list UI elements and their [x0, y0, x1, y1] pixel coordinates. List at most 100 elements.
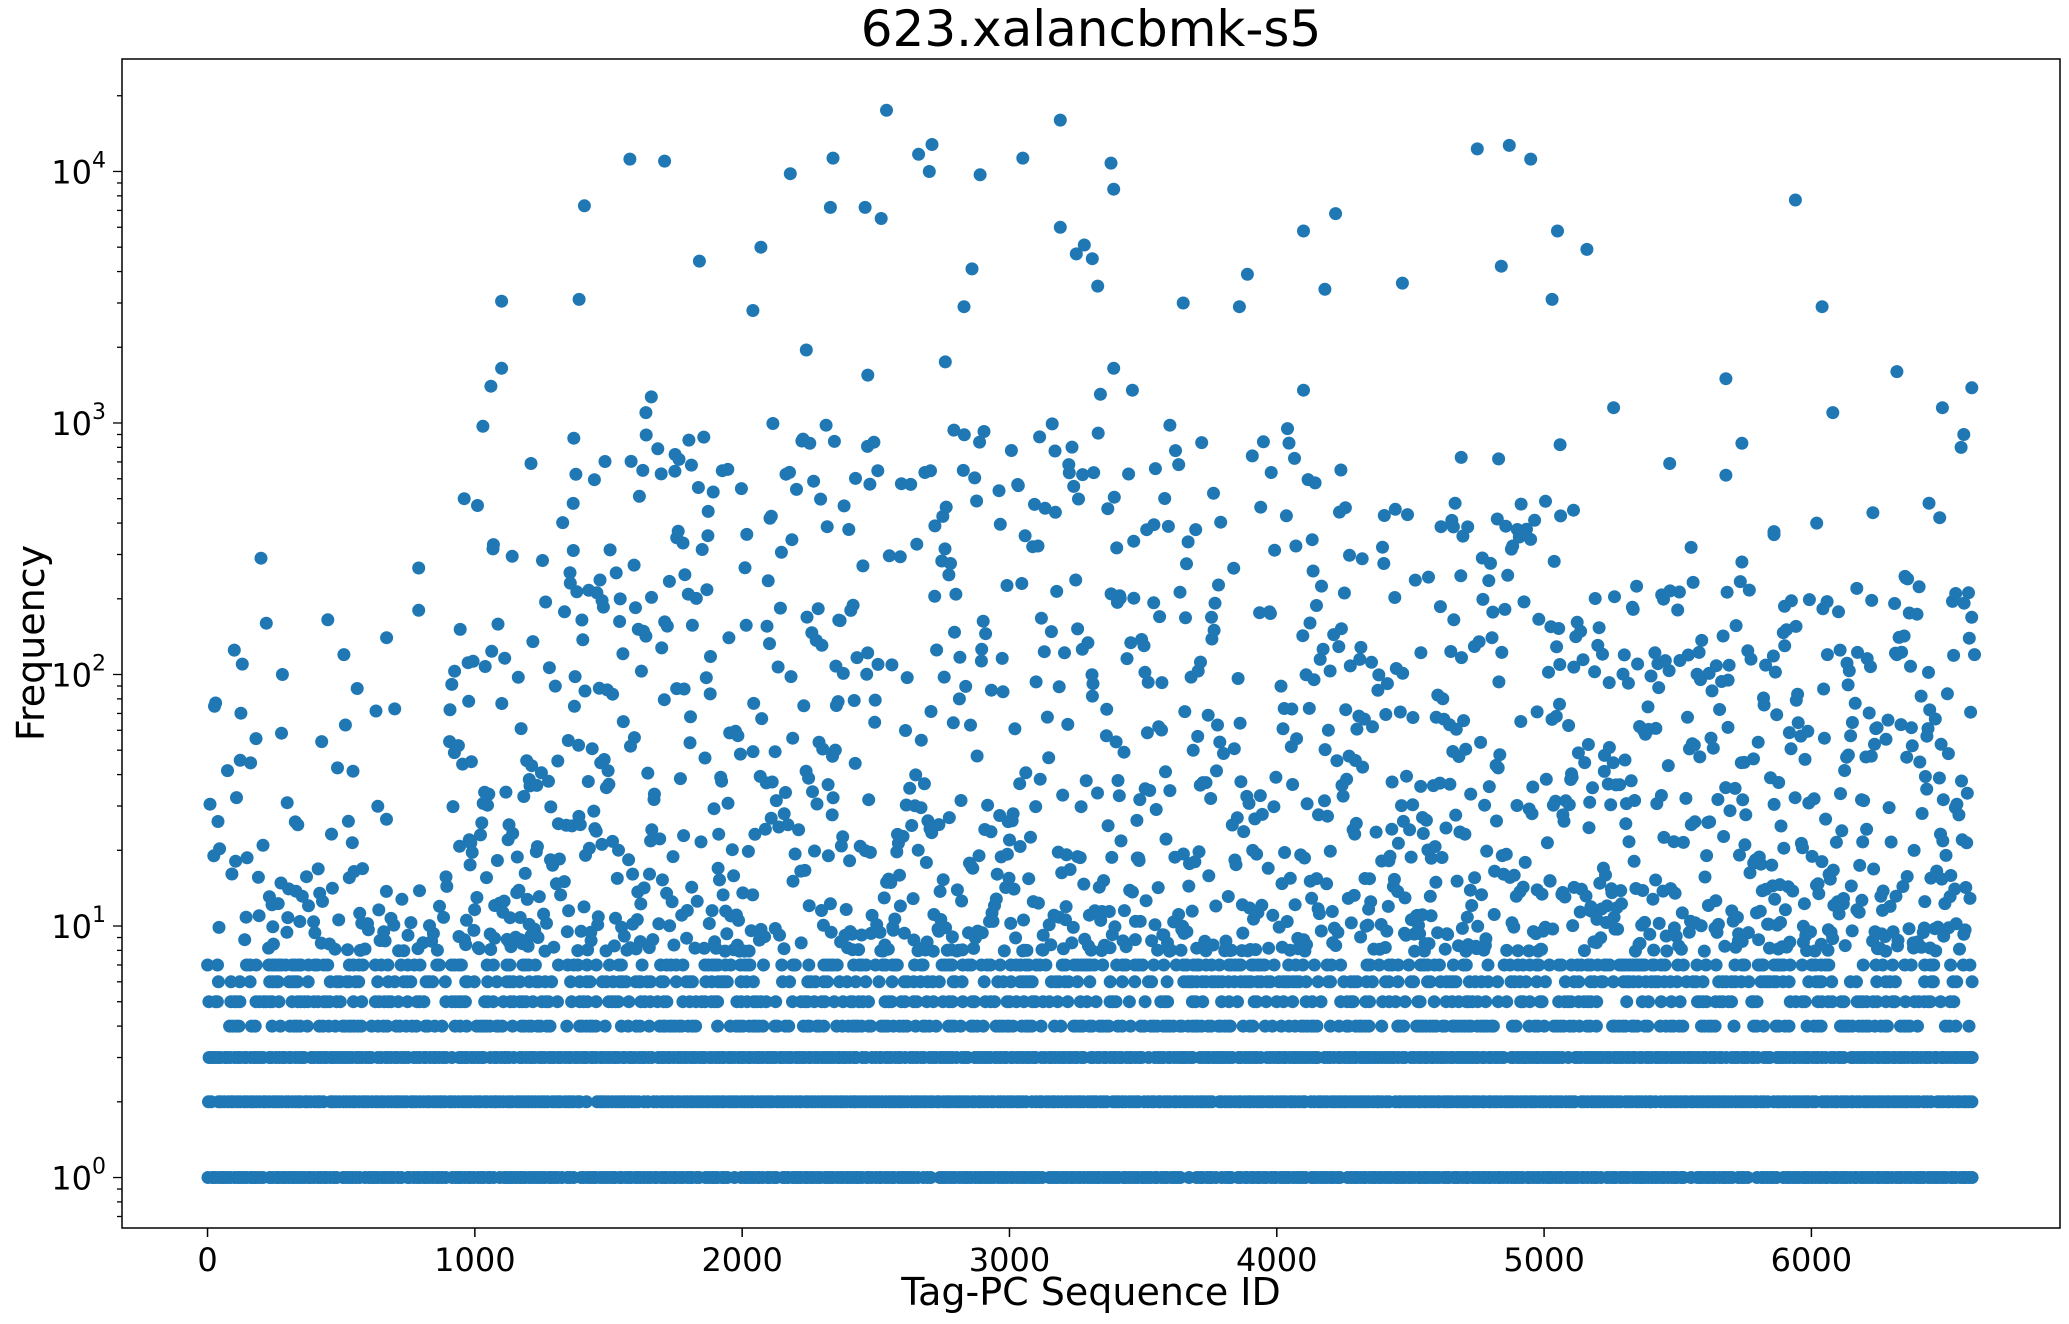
data-point — [576, 633, 590, 647]
data-point — [613, 615, 627, 628]
data-point — [543, 1019, 557, 1033]
data-point — [1567, 660, 1581, 674]
data-point — [1826, 932, 1840, 946]
data-point — [1802, 593, 1816, 607]
data-point — [1555, 958, 1568, 972]
data-point — [1160, 975, 1174, 989]
data-point — [1310, 599, 1323, 612]
data-point — [1180, 557, 1193, 571]
data-point — [976, 1019, 990, 1033]
data-point — [1449, 808, 1463, 822]
data-point — [1708, 1019, 1722, 1033]
data-point — [281, 911, 295, 925]
data-point — [1324, 958, 1338, 972]
data-point — [617, 929, 631, 943]
data-point — [932, 818, 946, 832]
data-point — [1103, 975, 1117, 989]
data-point — [1350, 975, 1364, 989]
y-tick-label: 102 — [51, 651, 106, 694]
data-point — [993, 958, 1007, 972]
data-point — [1606, 756, 1620, 770]
data-point — [1245, 449, 1259, 463]
data-point — [816, 742, 830, 756]
data-point — [397, 944, 411, 958]
data-point — [587, 804, 601, 818]
data-point — [1125, 383, 1139, 397]
data-point — [1000, 847, 1014, 861]
data-point — [1913, 755, 1927, 769]
data-point — [1282, 436, 1296, 450]
data-point — [930, 643, 944, 657]
data-point — [970, 494, 984, 508]
data-point — [412, 603, 426, 617]
data-point — [249, 958, 263, 972]
data-point — [957, 428, 971, 442]
data-point — [1403, 823, 1417, 837]
data-point — [505, 549, 519, 563]
data-point — [1845, 924, 1859, 938]
data-point — [1484, 556, 1497, 570]
data-point — [454, 958, 468, 972]
data-point — [720, 927, 734, 941]
data-point — [1377, 557, 1391, 570]
data-point — [1087, 466, 1101, 480]
data-point — [849, 471, 862, 485]
data-point — [1283, 871, 1297, 885]
data-point — [1097, 874, 1111, 888]
data-point — [1246, 1019, 1260, 1033]
data-point — [1658, 958, 1672, 972]
data-point — [1195, 436, 1209, 450]
data-point — [849, 975, 863, 989]
data-point — [1267, 800, 1281, 814]
data-point — [919, 856, 933, 869]
data-point — [1321, 809, 1334, 823]
data-point — [1159, 765, 1172, 779]
data-point — [511, 670, 525, 684]
data-point — [989, 892, 1003, 906]
data-point — [1532, 612, 1546, 626]
data-point — [1742, 583, 1756, 597]
data-point — [1019, 766, 1033, 780]
data-point — [1583, 795, 1597, 809]
data-point — [1688, 815, 1702, 829]
data-point — [1236, 926, 1250, 940]
data-point — [388, 975, 402, 989]
data-point — [1733, 575, 1747, 589]
data-point — [602, 777, 616, 791]
data-point — [1754, 857, 1768, 871]
data-point — [760, 619, 774, 633]
data-point — [572, 738, 586, 752]
data-point — [1826, 863, 1840, 877]
data-point — [818, 995, 832, 1009]
data-point — [1013, 777, 1027, 791]
data-point — [1879, 944, 1893, 958]
data-point — [486, 538, 500, 552]
data-point — [746, 304, 760, 317]
data-point — [874, 212, 888, 225]
data-point — [524, 457, 538, 470]
data-point — [556, 516, 570, 530]
data-point — [1643, 927, 1657, 941]
data-point — [1334, 463, 1348, 477]
data-point — [754, 240, 768, 254]
data-point — [634, 897, 648, 911]
data-point — [1549, 709, 1563, 723]
data-point — [486, 958, 500, 972]
data-point — [1864, 660, 1877, 674]
data-point — [885, 995, 899, 1009]
data-point — [826, 151, 840, 165]
data-point — [379, 884, 393, 898]
data-point — [1652, 681, 1666, 695]
data-point — [700, 583, 714, 597]
data-point — [1889, 889, 1903, 903]
data-point — [1091, 279, 1105, 293]
data-point — [1169, 444, 1182, 458]
data-point — [1101, 819, 1115, 833]
data-point — [1876, 884, 1890, 898]
data-point — [1339, 703, 1353, 717]
data-point — [350, 682, 364, 695]
data-point — [404, 916, 418, 930]
data-point — [1579, 889, 1593, 903]
data-point — [1385, 822, 1399, 836]
data-point — [798, 863, 812, 877]
